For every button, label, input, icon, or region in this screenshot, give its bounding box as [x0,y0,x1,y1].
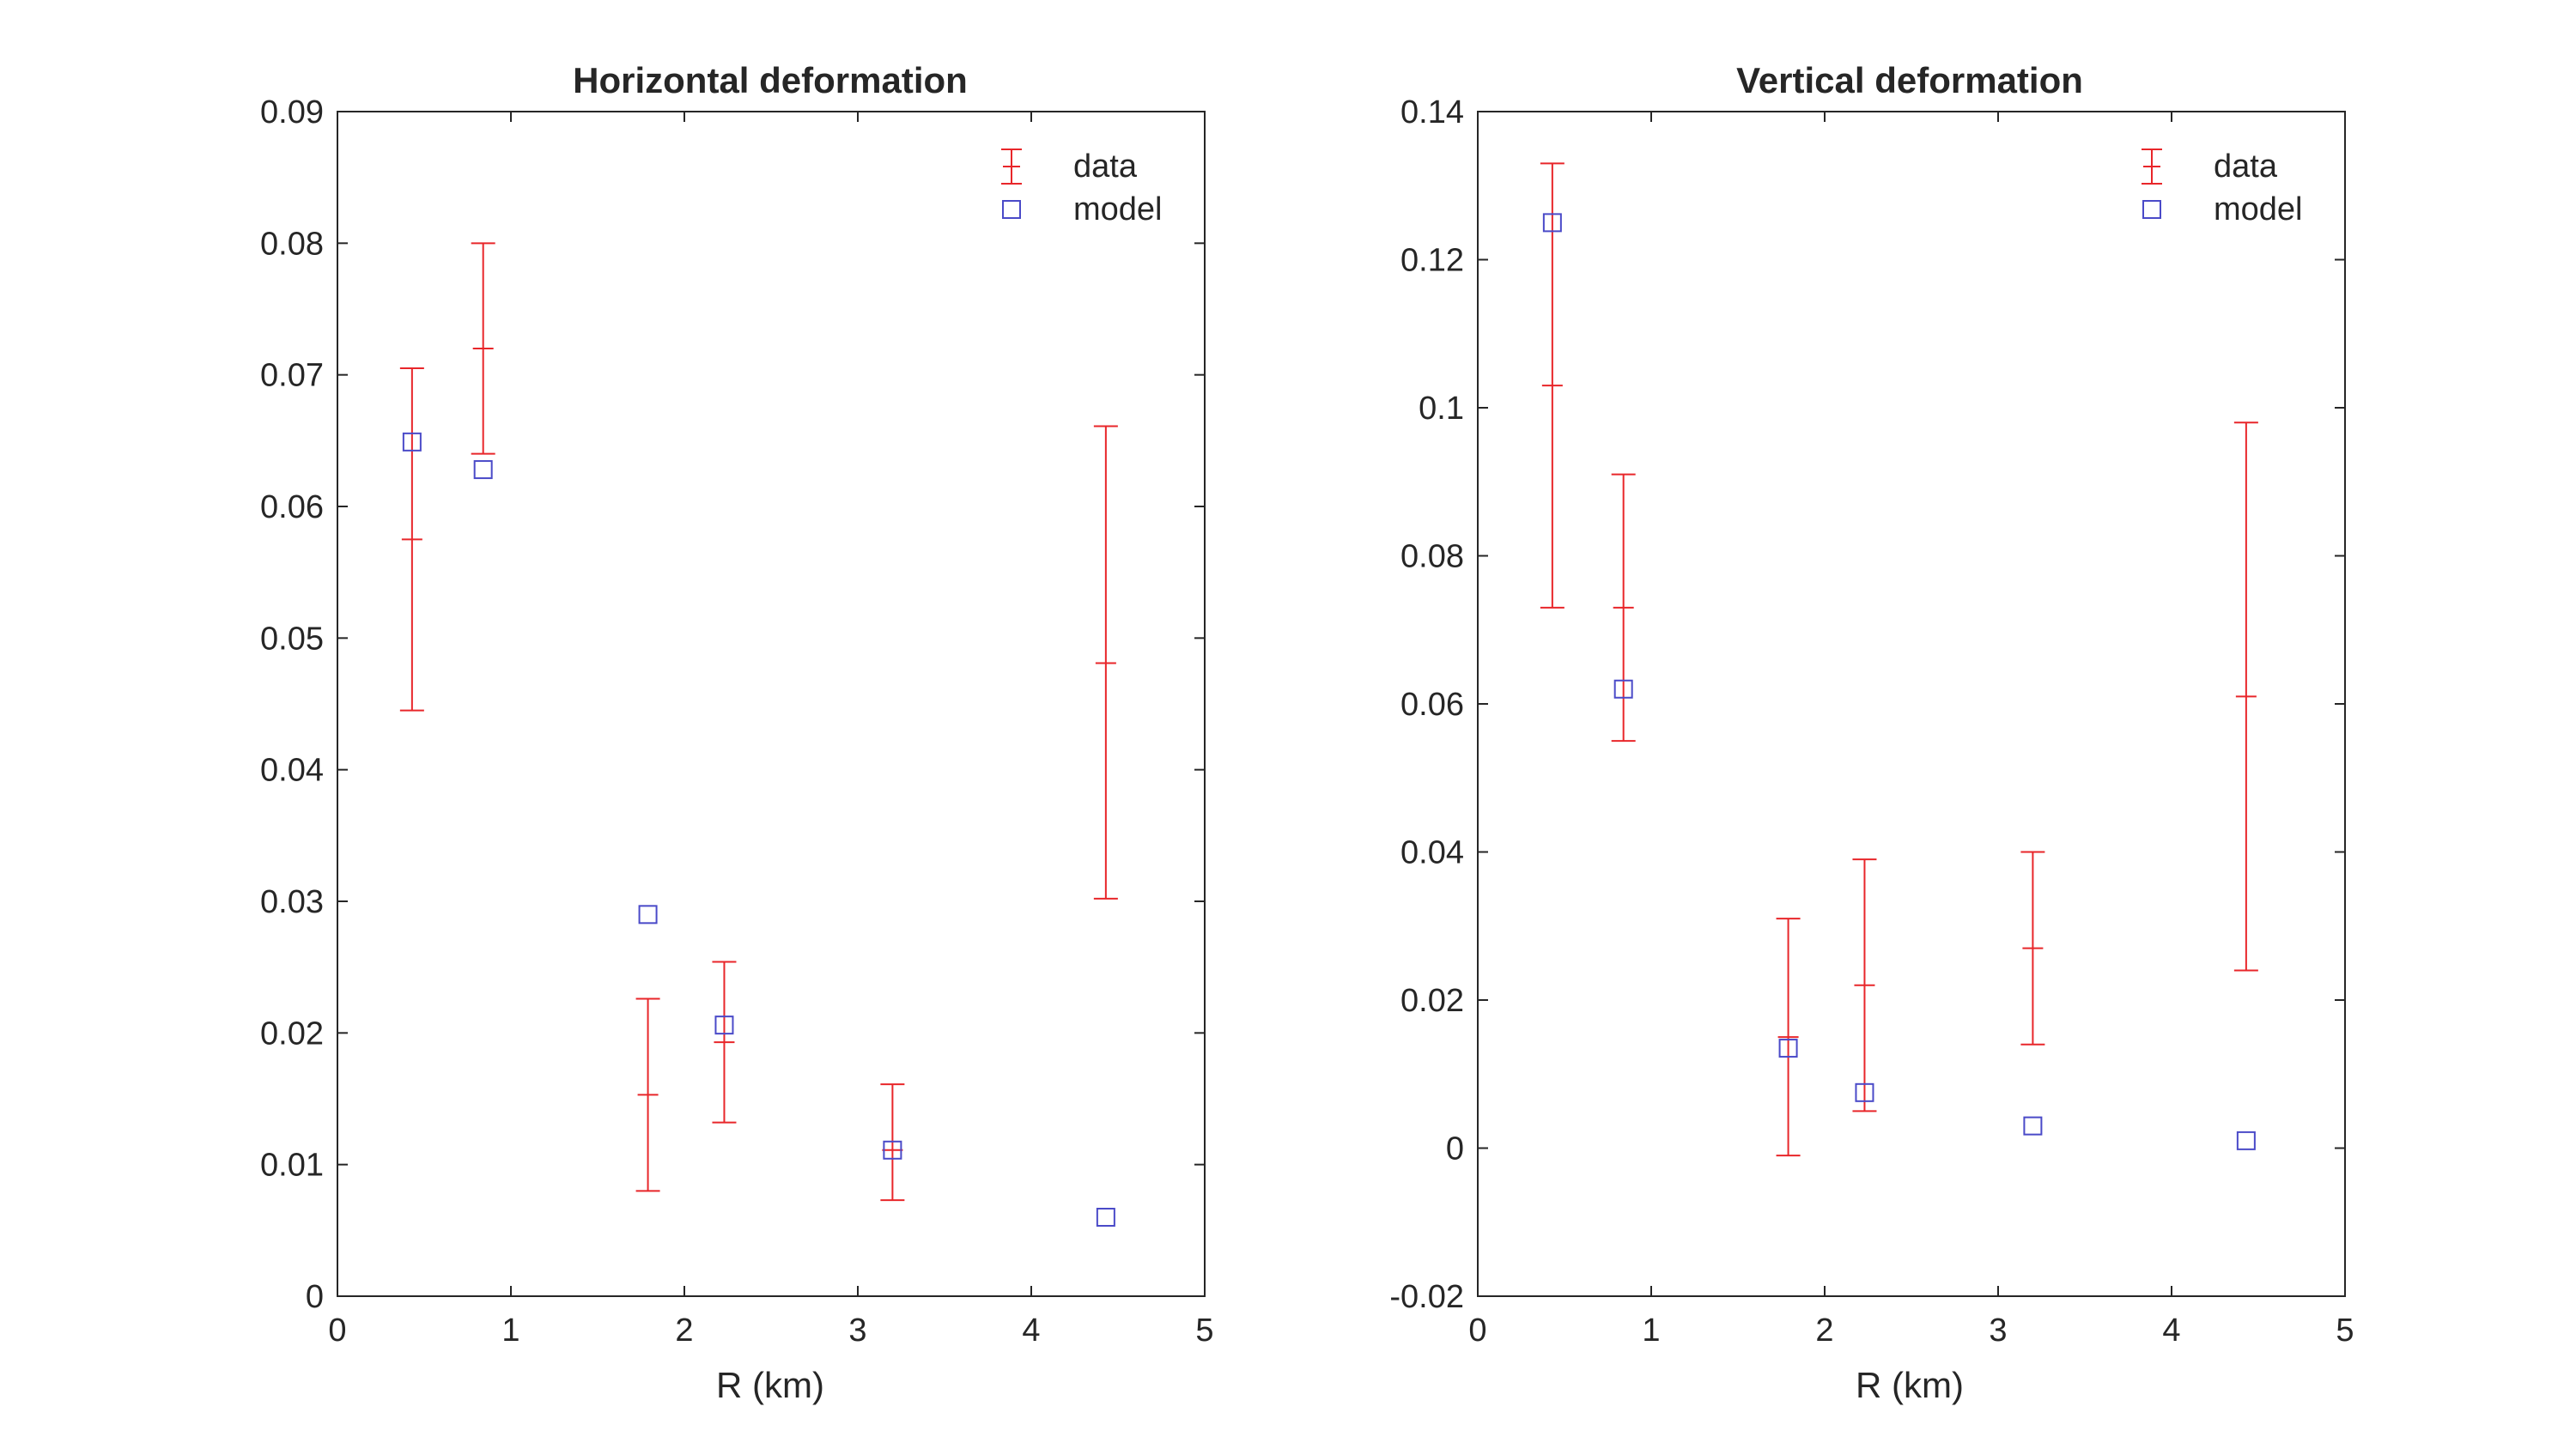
y-tick-label: 0.05 [260,621,324,657]
y-tick-label: 0.02 [1400,983,1464,1019]
x-tick-label: 4 [1022,1313,1040,1349]
model-marker [2236,1131,2256,1150]
errorbar-point [1852,858,1877,1113]
x-tick-label: 2 [1815,1313,1833,1349]
errorbar-point [635,997,660,1192]
model-marker [1778,1039,1798,1058]
y-tick-label: 0 [1446,1131,1464,1167]
errorbar-point [399,367,424,712]
model-marker [1542,213,1562,233]
horizontal-deformation-chart: Horizontal deformation R (km) 0 1 2 3 4 5 0 0.0… [260,60,1214,1405]
legend-symbol-model [1002,200,1021,219]
legend: data model [1073,149,1163,227]
y-tick-label: 0.06 [1400,687,1464,723]
errorbar-point [1093,425,1118,900]
x-axis-label: R (km) [1856,1365,1964,1405]
y-tick-label: 0.07 [260,358,324,394]
y-tick-label: 0.12 [1400,243,1464,279]
legend-label-data: data [2214,149,2278,185]
y-tick-label: 0.01 [260,1148,324,1184]
model-marker [473,460,493,480]
legend-label-model: model [1073,191,1163,227]
legend-label-model: model [2214,191,2303,227]
legend: data model [2214,149,2303,227]
vertical-deformation-chart: Vertical deformation R (km) 0 1 2 3 4 5-0.020… [1389,60,2354,1405]
x-tick-label: 5 [2336,1313,2354,1349]
y-tick-label: 0.02 [260,1016,324,1052]
x-tick-label: 1 [1642,1313,1660,1349]
x-tick-label: 0 [328,1313,346,1349]
errorbar-point [712,961,737,1124]
y-tick-label: 0.14 [1400,94,1464,130]
model-marker [1613,679,1633,699]
y-tick-label: 0.08 [1400,539,1464,575]
y-tick-label: 0.04 [1400,835,1464,871]
x-tick-label: 2 [675,1313,693,1349]
y-tick-label: 0.04 [260,753,324,789]
x-tick-label: 4 [2162,1313,2180,1349]
model-marker [638,905,658,925]
y-tick-label: 0 [306,1279,324,1315]
y-tick-label: 0.08 [260,226,324,262]
legend-symbol-data [2142,149,2162,185]
model-marker [402,432,422,452]
model-marker [883,1140,902,1160]
y-tick-label: 0.03 [260,884,324,920]
errorbar-point [2020,851,2045,1046]
x-tick-label: 0 [1468,1313,1486,1349]
x-tick-label: 1 [501,1313,519,1349]
x-axis-label: R (km) [716,1365,824,1405]
legend-label-data: data [1073,149,1138,185]
y-tick-label: -0.02 [1389,1279,1464,1315]
legend-symbol-data [1001,149,1022,185]
model-marker [2023,1116,2043,1136]
y-tick-label: 0.09 [260,94,324,130]
chart-title: Horizontal deformation [573,60,968,100]
errorbar-point [1540,162,1564,609]
model-marker [1855,1082,1874,1102]
chart-title: Vertical deformation [1736,60,2083,100]
plot-area: 0 1 2 3 4 5 0 0.01 0.02 0.03 0.04 0.05 0.06 0.07 0.08 0… [260,94,1214,1349]
x-tick-label: 3 [848,1313,866,1349]
axes-box [337,111,1206,1297]
errorbar-point [471,242,495,455]
model-marker [1096,1208,1115,1227]
legend-symbol-model [2142,200,2161,219]
x-tick-label: 5 [1195,1313,1213,1349]
model-marker [714,1016,734,1035]
errorbar-point [1776,918,1801,1157]
errorbar-point [2233,421,2258,972]
errorbar-point [1611,473,1636,743]
y-tick-label: 0.1 [1419,391,1464,427]
y-tick-label: 0.06 [260,489,324,525]
x-tick-label: 3 [1989,1313,2007,1349]
